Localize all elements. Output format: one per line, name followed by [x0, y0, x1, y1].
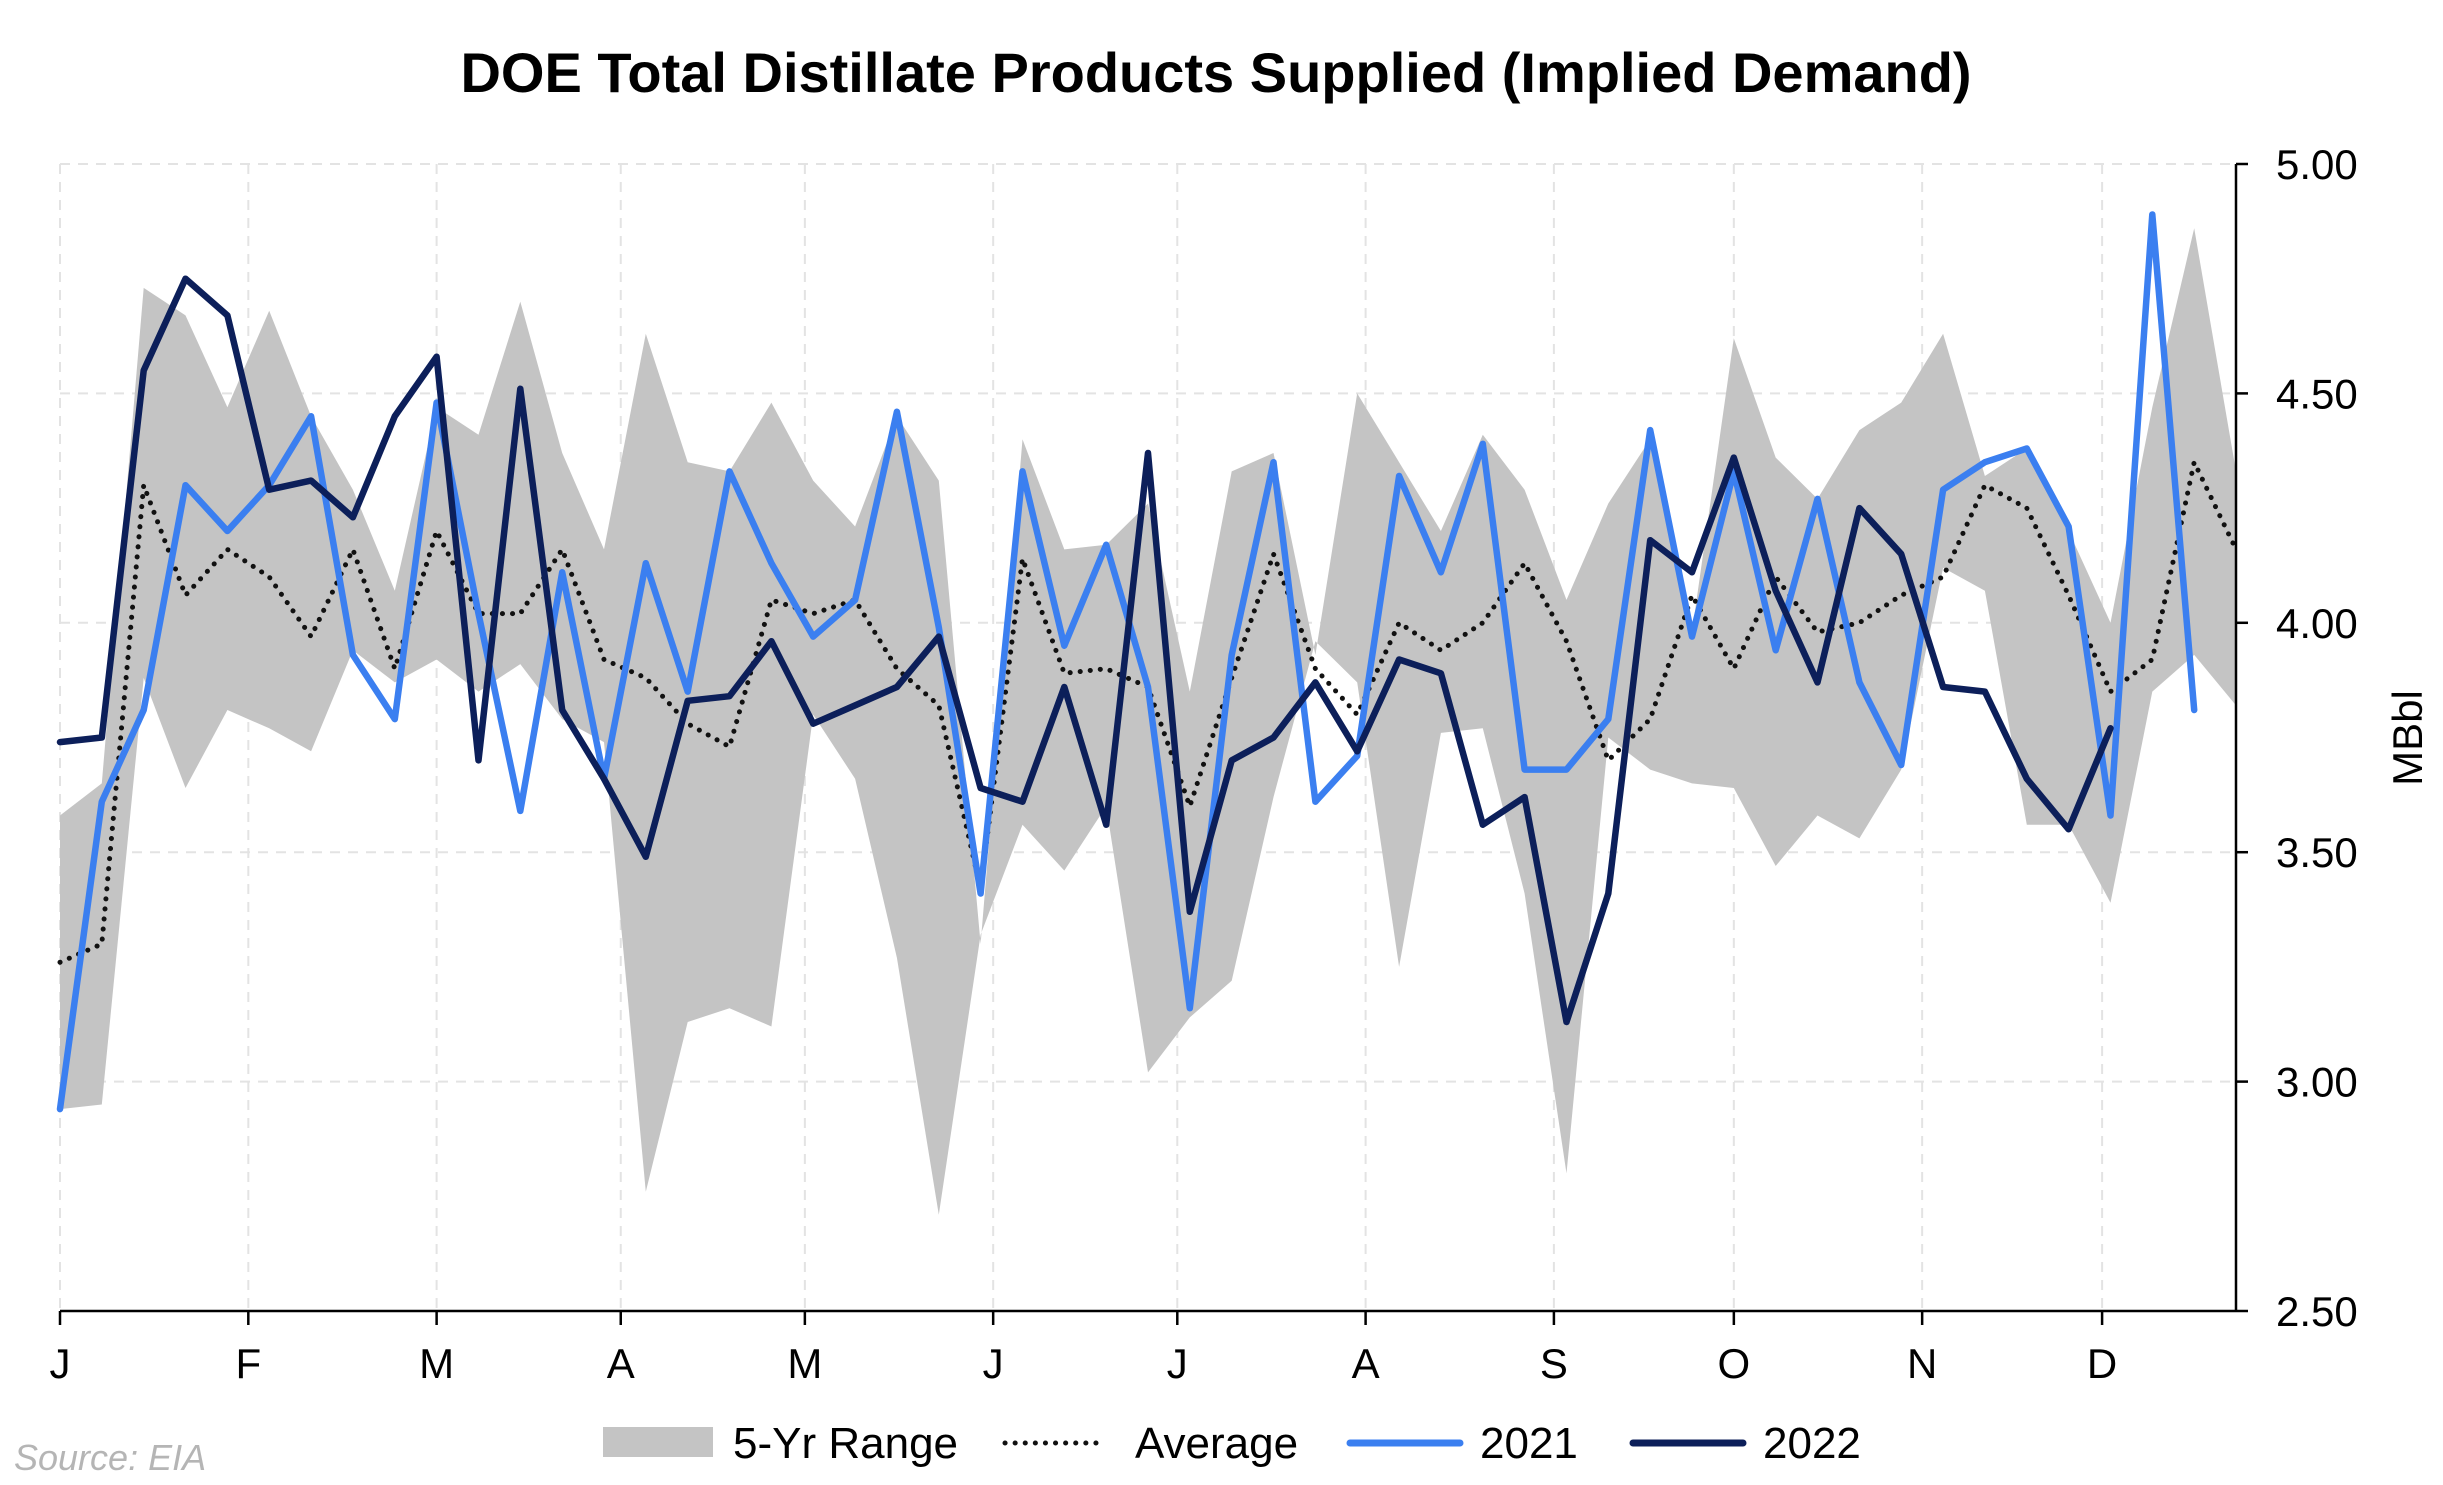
chart-title: DOE Total Distillate Products Supplied (… [460, 41, 1971, 104]
x-tick-label: J [983, 1340, 1004, 1387]
y-tick-label: 3.50 [2276, 829, 2358, 876]
x-tick-label: O [1718, 1340, 1751, 1387]
axes [60, 164, 2238, 1313]
legend-range-swatch [603, 1427, 713, 1457]
range-band [60, 228, 2236, 1215]
x-tick-label: M [787, 1340, 822, 1387]
source-note: Source: EIA [14, 1437, 206, 1478]
y-tick-label: 5.00 [2276, 141, 2358, 188]
x-tick-label: A [607, 1340, 635, 1387]
x-tick-label: A [1352, 1340, 1380, 1387]
legend-range-label: 5-Yr Range [733, 1419, 958, 1468]
series-2022 [56, 275, 2114, 1026]
y-axis-ticks: 2.50 3.00 3.50 4.00 4.50 5.00 [2236, 141, 2358, 1335]
legend-2022-label: 2022 [1763, 1419, 1861, 1468]
x-tick-label: F [235, 1340, 261, 1387]
line-2022 [56, 275, 2114, 1026]
x-tick-label: N [1907, 1340, 1937, 1387]
x-tick-label: D [2087, 1340, 2117, 1387]
legend-average-label: Average [1135, 1419, 1298, 1468]
x-tick-label: S [1540, 1340, 1568, 1387]
y-tick-label: 4.00 [2276, 600, 2358, 647]
y-axis-label: MBbl [2384, 690, 2431, 786]
x-tick-label: J [1167, 1340, 1188, 1387]
legend: 5-Yr Range Average 2021 2022 [603, 1419, 1861, 1468]
y-tick-label: 3.00 [2276, 1059, 2358, 1106]
five-year-range [60, 228, 2236, 1215]
x-tick-label: M [419, 1340, 454, 1387]
x-tick-label: J [50, 1340, 71, 1387]
legend-2021-label: 2021 [1480, 1419, 1578, 1468]
y-tick-label: 4.50 [2276, 370, 2358, 417]
y-tick-label: 2.50 [2276, 1288, 2358, 1335]
